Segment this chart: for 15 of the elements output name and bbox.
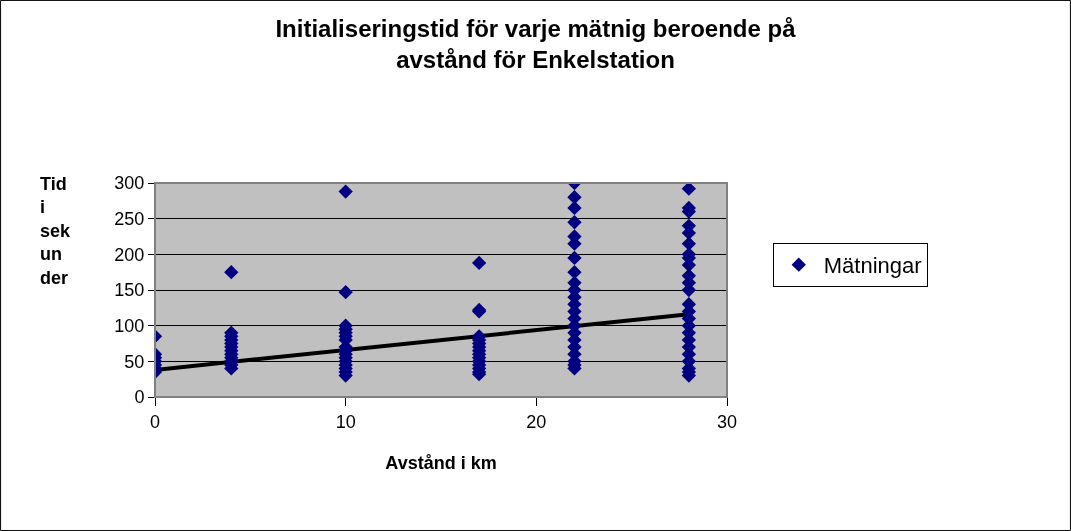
y-tick-label: 100 — [114, 315, 145, 336]
x-axis-title: Avstånd i km — [385, 452, 497, 473]
y-axis-title: Tid i sekunder — [40, 174, 72, 288]
x-tick-label: 0 — [149, 411, 161, 432]
y-tick-label: 0 — [134, 387, 145, 408]
x-tick-label: 10 — [335, 411, 356, 432]
x-tick-label: 30 — [716, 411, 738, 432]
y-tick-label: 200 — [114, 244, 145, 265]
x-tick-label: 20 — [526, 411, 547, 432]
legend-label: Mätningar — [823, 253, 922, 279]
chart-title: Initialiseringstid för varje mätnig beroende på avstånd för Enkelstation — [275, 15, 797, 74]
y-tick-label: 150 — [114, 280, 145, 301]
y-tick-label: 250 — [114, 208, 145, 229]
y-tick-label: 300 — [114, 173, 145, 194]
y-tick-label: 50 — [124, 351, 145, 372]
